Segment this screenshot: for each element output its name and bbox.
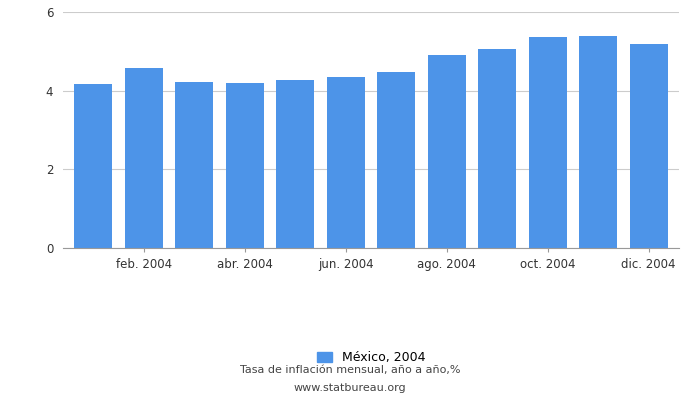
Bar: [377, 72, 415, 248]
Bar: [580, 36, 617, 248]
Bar: [428, 55, 466, 248]
Text: Tasa de inflación mensual, año a año,%: Tasa de inflación mensual, año a año,%: [239, 365, 461, 375]
Bar: [478, 49, 516, 248]
Text: www.statbureau.org: www.statbureau.org: [294, 383, 406, 393]
Bar: [276, 80, 314, 248]
Bar: [327, 77, 365, 248]
Legend: México, 2004: México, 2004: [316, 352, 426, 364]
Bar: [175, 82, 214, 248]
Bar: [125, 68, 162, 248]
Bar: [630, 44, 668, 248]
Bar: [74, 84, 112, 248]
Bar: [528, 37, 567, 248]
Bar: [226, 83, 264, 248]
